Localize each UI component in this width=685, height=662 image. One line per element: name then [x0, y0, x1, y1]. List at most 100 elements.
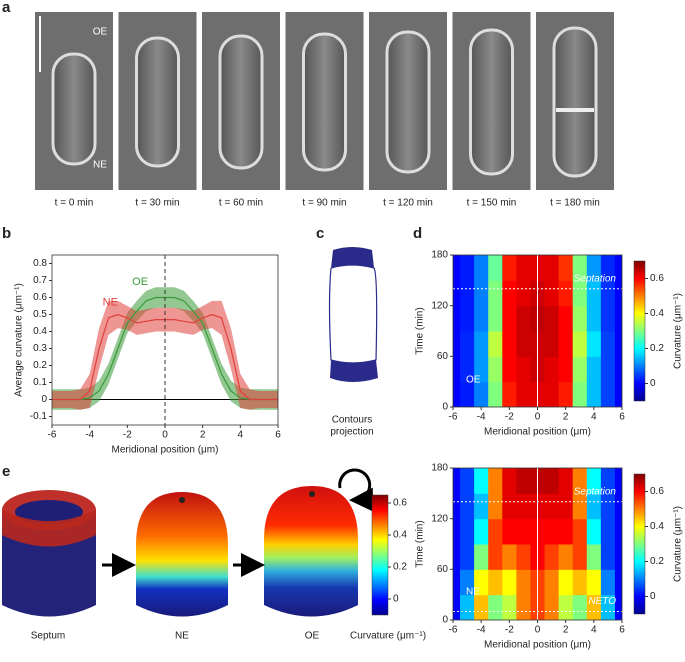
colorbar-label: Curvature (μm⁻¹)	[350, 631, 426, 642]
panel-a: t = 0 min t = 30 min t = 60 min t = 90 min t…	[35, 12, 614, 209]
panel-letter: c	[316, 225, 324, 242]
heatmap-cell	[488, 544, 503, 570]
heatmap-cell	[453, 569, 461, 596]
colorbar-label: Curvature (μm⁻¹)	[673, 506, 684, 582]
x-tick-label: 0	[535, 625, 541, 636]
heatmap-cell	[600, 331, 616, 357]
heatmap-cell	[600, 305, 616, 332]
heatmap-cell	[600, 518, 616, 545]
heatmap-cell	[614, 569, 622, 596]
frame-label: t = 180 min	[550, 198, 600, 209]
heatmap-cell	[474, 544, 489, 570]
heatmap-cell	[600, 356, 616, 383]
heatmap-label: NE	[466, 587, 480, 598]
heatmap-cell	[488, 468, 503, 494]
x-tick-label: 4	[591, 412, 597, 423]
heatmap-cell	[572, 569, 588, 596]
heatmap-cell	[460, 305, 475, 332]
heatmap-cell	[516, 493, 531, 520]
colorbar	[371, 494, 389, 616]
colorbar-tick-label: 0.4	[650, 521, 664, 532]
heatmap-cell	[614, 381, 622, 407]
series-label: OE	[132, 276, 148, 288]
heatmap-cell	[614, 544, 622, 570]
event-label: Septation	[574, 486, 617, 497]
y-axis-label: Average curvature (μm⁻¹)	[14, 283, 25, 397]
heatmap-cell	[502, 381, 517, 407]
y-tick-label: 180	[431, 250, 448, 261]
heatmap-cell	[453, 305, 461, 332]
heatmap-cell	[474, 381, 489, 407]
heatmap-cell	[600, 493, 616, 520]
heatmap-cell	[502, 518, 517, 545]
panel-letter: a	[2, 0, 11, 16]
heatmap-cell	[474, 305, 489, 332]
heatmap-cell	[544, 544, 560, 570]
heatmap-cell	[488, 280, 503, 307]
heatmap-cell	[572, 594, 588, 620]
x-tick-label: -6	[48, 430, 57, 441]
y-tick-label: -0.1	[30, 411, 48, 422]
colorbar-tick-label: 0	[393, 594, 399, 605]
heatmap-cell	[586, 255, 602, 281]
x-axis-label: Meridional position (μm)	[112, 445, 219, 456]
caption: Contours	[332, 415, 373, 426]
frame-annotation: OE	[93, 27, 108, 38]
heatmap-cell	[558, 518, 574, 545]
heatmap-cell	[453, 381, 461, 407]
heatmap-cell	[544, 381, 560, 407]
heatmap-cell	[502, 356, 517, 383]
heatmap-cell	[460, 356, 475, 383]
heatmap-cell	[572, 493, 588, 520]
heatmap-cell	[558, 493, 574, 520]
colorbar	[633, 260, 646, 402]
heatmap-cell	[516, 331, 531, 357]
heatmap-cell	[460, 493, 475, 520]
heatmap-cell	[544, 331, 560, 357]
y-tick-label: 180	[431, 463, 448, 474]
panel-letter: b	[2, 225, 11, 242]
heatmap-cell	[586, 493, 602, 520]
y-tick-label: 60	[437, 564, 449, 575]
y-tick-label: 120	[431, 300, 448, 311]
heatmap-cell	[502, 544, 517, 570]
heatmap-cell	[488, 255, 503, 281]
heatmap-cell	[453, 356, 461, 383]
y-tick-label: 0.1	[33, 377, 47, 388]
y-tick-label: 0	[442, 402, 448, 413]
heatmap-cell	[614, 305, 622, 332]
colorbar-tick-label: 0.2	[650, 556, 664, 567]
caption: projection	[330, 427, 373, 438]
y-axis-label: Time (min)	[415, 520, 426, 567]
heatmap-cell	[614, 468, 622, 494]
heatmap-cell	[586, 594, 602, 620]
heatmap-cell	[453, 544, 461, 570]
y-tick-label: 0.7	[33, 275, 47, 286]
cell	[469, 28, 514, 176]
y-tick-label: 60	[437, 351, 449, 362]
colorbar-tick-label: 0.6	[393, 498, 407, 509]
heatmap-cell	[544, 518, 560, 545]
heatmap-cell	[586, 280, 602, 307]
heatmap-cell	[502, 305, 517, 332]
heatmap-cell	[474, 569, 489, 596]
heatmap-cell	[572, 518, 588, 545]
heatmap-cell	[558, 356, 574, 383]
heatmap-cell	[544, 280, 560, 307]
heatmap-cell	[600, 381, 616, 407]
event-label: NETO	[588, 596, 616, 607]
heatmap-cell	[460, 569, 475, 596]
heatmap-cell	[516, 381, 531, 407]
heatmap-cell	[474, 331, 489, 357]
x-tick-label: 0	[535, 412, 541, 423]
heatmap-cell	[544, 569, 560, 596]
heatmap-cell	[488, 493, 503, 520]
heatmap-cell	[586, 569, 602, 596]
heatmap-cell	[453, 493, 461, 520]
heatmap-cell	[502, 493, 517, 520]
heatmap-cell	[502, 569, 517, 596]
heatmap-cell	[474, 468, 489, 494]
heatmap-cell	[516, 356, 531, 383]
